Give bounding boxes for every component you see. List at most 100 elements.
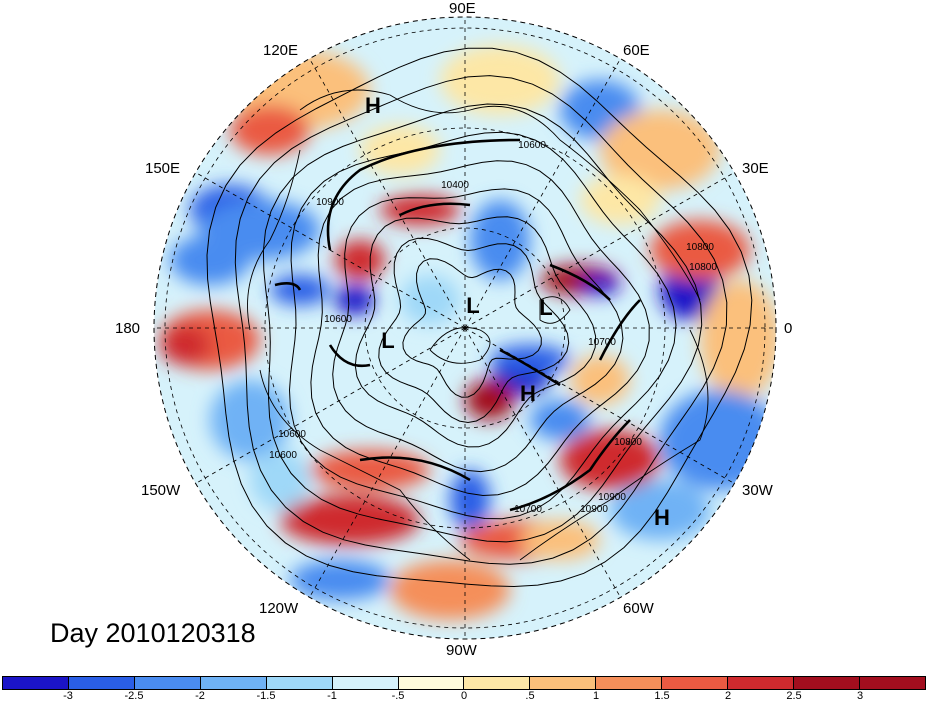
geopotential-contour xyxy=(378,237,570,424)
colorbar-tick-label: 1 xyxy=(592,690,600,702)
meridian-line xyxy=(464,327,621,598)
anomaly-patch xyxy=(335,285,375,315)
contour-labels: 10900 10400 10600 10600 10700 10800 10900 10800… xyxy=(269,140,717,515)
contour-label: 10600 xyxy=(518,140,546,151)
geopotential-contour xyxy=(354,216,597,448)
jet-contour xyxy=(326,138,521,251)
jet-contour xyxy=(549,263,611,301)
colorbar-tick-label: -2.5 xyxy=(124,690,144,702)
low-pressure-marker: L xyxy=(539,295,553,320)
contour-label: 10900 xyxy=(580,504,608,515)
anomaly-patch xyxy=(610,480,710,540)
colorbar-tick-label: .5 xyxy=(525,690,535,702)
anomaly-patch xyxy=(650,220,750,280)
coastline xyxy=(519,329,709,561)
longitude-label-60w: 60W xyxy=(623,600,654,617)
longitude-label-120w: 120W xyxy=(259,600,299,617)
height-contours xyxy=(206,47,753,588)
anomaly-patch xyxy=(520,520,600,560)
contour-label: 10800 xyxy=(614,437,642,448)
contour-label: 10600 xyxy=(324,314,352,325)
anomaly-patch xyxy=(465,380,515,420)
low-pressure-marker: L xyxy=(381,328,395,353)
longitude-label-30w: 30W xyxy=(742,482,773,499)
colorbar-tick-label: -2 xyxy=(195,690,205,702)
colorbar-tick-label: 1.5 xyxy=(654,690,670,702)
meridian-line xyxy=(309,327,466,598)
date-label: Day 2010120318 xyxy=(50,618,256,648)
geopotential-contour xyxy=(234,75,728,565)
colorbar-tick-label: -1 xyxy=(327,690,337,702)
colorbar-cell xyxy=(596,677,663,689)
colorbar-tick-label: 0 xyxy=(460,690,468,702)
colorbar-cell xyxy=(332,677,399,689)
longitude-label-90e: 90E xyxy=(449,0,476,17)
contour-label: 10600 xyxy=(269,450,297,461)
colorbar-tick-label: -1.5 xyxy=(256,690,276,702)
anomaly-patch xyxy=(490,345,570,375)
colorbar-tick-label: -.5 xyxy=(391,690,405,702)
coastline xyxy=(299,89,701,301)
jet-contour xyxy=(328,344,371,368)
coastline xyxy=(429,327,491,364)
jet-contour xyxy=(274,282,302,291)
jet-contour xyxy=(598,299,641,361)
meridian-line xyxy=(464,58,621,329)
coastline xyxy=(539,296,571,324)
colorbar-cell xyxy=(662,677,729,689)
contour-label: 10700 xyxy=(514,504,542,515)
anomaly-patch xyxy=(210,380,290,460)
anomaly-patch xyxy=(160,325,210,365)
jet-contour xyxy=(499,348,561,387)
contour-label: 10600 xyxy=(278,429,306,440)
anomaly-patch xyxy=(230,105,310,155)
geopotential-contour xyxy=(262,103,703,543)
longitude-label-150w: 150W xyxy=(141,482,181,499)
anomaly-patch xyxy=(250,450,310,510)
longitude-label-120e: 120E xyxy=(263,42,299,59)
low-pressure-marker: L xyxy=(466,293,480,318)
colorbar-tick-label: 2 xyxy=(724,690,732,702)
longitude-label-0: 0 xyxy=(784,320,793,337)
geopotential-contour xyxy=(332,188,624,473)
jet-contours xyxy=(274,138,641,512)
colorbar-tick-label: 3 xyxy=(856,690,864,702)
colorbar-cell xyxy=(3,677,69,689)
geopotential-contour xyxy=(402,258,542,398)
coastlines xyxy=(247,89,709,561)
jet-contour xyxy=(509,419,631,512)
colorbar-tick-label: -3 xyxy=(63,690,73,702)
anomaly-patch xyxy=(400,275,460,325)
meridian-line xyxy=(309,58,466,329)
colorbar-cell xyxy=(464,677,531,689)
anomaly-patch xyxy=(170,235,250,285)
meridian-line xyxy=(195,327,466,484)
anomaly-patch xyxy=(335,240,385,280)
jet-contour xyxy=(399,202,471,217)
colorbar-cell xyxy=(794,677,860,689)
geopotential-contour xyxy=(206,47,753,588)
anomaly-patch xyxy=(700,280,776,400)
meridian-line xyxy=(464,172,735,329)
longitude-label-90w: 90W xyxy=(446,642,477,659)
contour-label: 10800 xyxy=(689,262,717,273)
anomaly-patch xyxy=(530,400,590,440)
contour-label: 10800 xyxy=(686,242,714,253)
anomaly-patch xyxy=(450,470,490,530)
colorbar xyxy=(2,676,926,690)
longitude-label-60e: 60E xyxy=(623,42,650,59)
map-boundary xyxy=(153,16,777,640)
meridian-line xyxy=(195,172,466,329)
high-pressure-marker: H xyxy=(365,93,381,118)
anomaly-patch xyxy=(390,560,510,620)
colorbar-cell xyxy=(134,677,201,689)
anomaly-patch xyxy=(280,495,420,545)
anomaly-patch xyxy=(470,200,530,280)
polar-stereographic-map: 10900 10400 10600 10600 10700 10800 10900 10800… xyxy=(153,16,777,640)
contour-label: 10400 xyxy=(441,180,469,191)
colorbar-cell xyxy=(728,677,795,689)
colorbar-cell xyxy=(398,677,465,689)
anomaly-patch xyxy=(380,195,460,225)
longitude-label-180: 180 xyxy=(115,320,141,337)
anomaly-patch xyxy=(580,175,660,225)
